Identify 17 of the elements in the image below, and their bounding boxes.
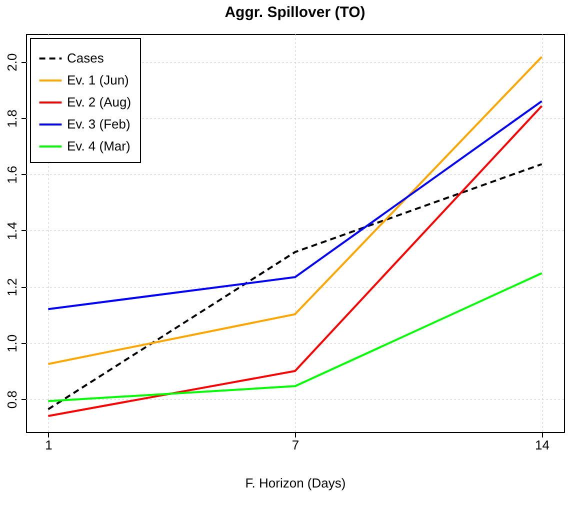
chart-title: Aggr. Spillover (TO) [224,4,366,21]
legend-label: Ev. 4 (Mar) [67,138,130,154]
x-tick-label: 7 [292,438,300,452]
legend-label: Ev. 1 (Jun) [67,72,129,88]
y-tick-label: 1.0 [4,334,20,352]
legend-label: Ev. 3 (Feb) [67,116,130,132]
legend-label: Ev. 2 (Aug) [67,94,132,110]
legend-label: Cases [67,50,104,66]
y-tick-label: 1.8 [4,110,20,128]
y-tick-label: 1.6 [4,166,20,184]
x-tick-label: 14 [535,438,550,452]
y-tick-label: 2.0 [4,53,20,72]
y-tick-label: 0.8 [4,390,20,409]
y-tick-label: 1.4 [4,222,20,240]
y-tick-label: 1.2 [4,278,20,296]
x-axis-title: F. Horizon (Days) [245,476,346,490]
x-tick-label: 1 [45,438,52,452]
